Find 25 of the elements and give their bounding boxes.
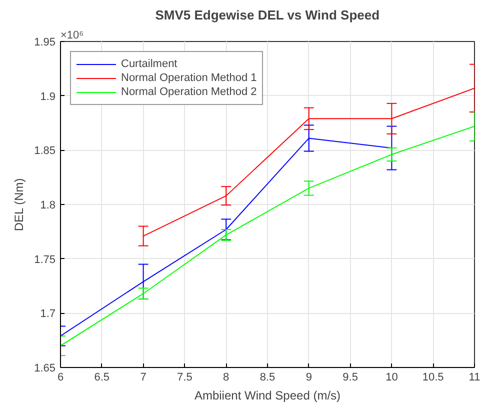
x-tick-label: 6.5 <box>94 372 110 384</box>
y-tick-label: 1.9 <box>40 90 56 103</box>
x-tick-label: 11 <box>468 372 480 384</box>
legend-label: Curtailment <box>121 57 178 71</box>
x-tick-label: 6 <box>57 372 64 384</box>
y-tick-label: 1.85 <box>34 145 56 158</box>
x-tick-label: 10 <box>386 372 398 384</box>
x-axis-title: Ambiient Wind Speed (m/s) <box>194 388 341 402</box>
chart-title: SMV5 Edgewise DEL vs Wind Speed <box>155 8 380 22</box>
x-tick-label: 10.5 <box>422 372 444 384</box>
y-axis-title: DEL (Nm) <box>12 178 26 232</box>
y-tick-label: 1.75 <box>34 254 56 266</box>
y-tick-label: 1.8 <box>40 200 56 212</box>
legend-label: Normal Operation Method 1 <box>121 71 257 85</box>
y-tick-label: 1.95 <box>34 36 56 48</box>
x-tick-label: 7 <box>140 372 146 384</box>
x-tick-label: 8.5 <box>260 372 276 384</box>
y-tick-label: 1.65 <box>34 362 56 374</box>
x-tick-label: 9.5 <box>342 372 358 384</box>
x-tick-label: 9 <box>306 372 312 384</box>
legend-label: Normal Operation Method 2 <box>121 85 257 99</box>
x-tick-label: 7.5 <box>177 372 192 384</box>
y-tick-label: 1.7 <box>40 308 56 320</box>
annotation: ×10⁶ <box>60 30 84 42</box>
x-tick-label: 8 <box>223 372 230 384</box>
